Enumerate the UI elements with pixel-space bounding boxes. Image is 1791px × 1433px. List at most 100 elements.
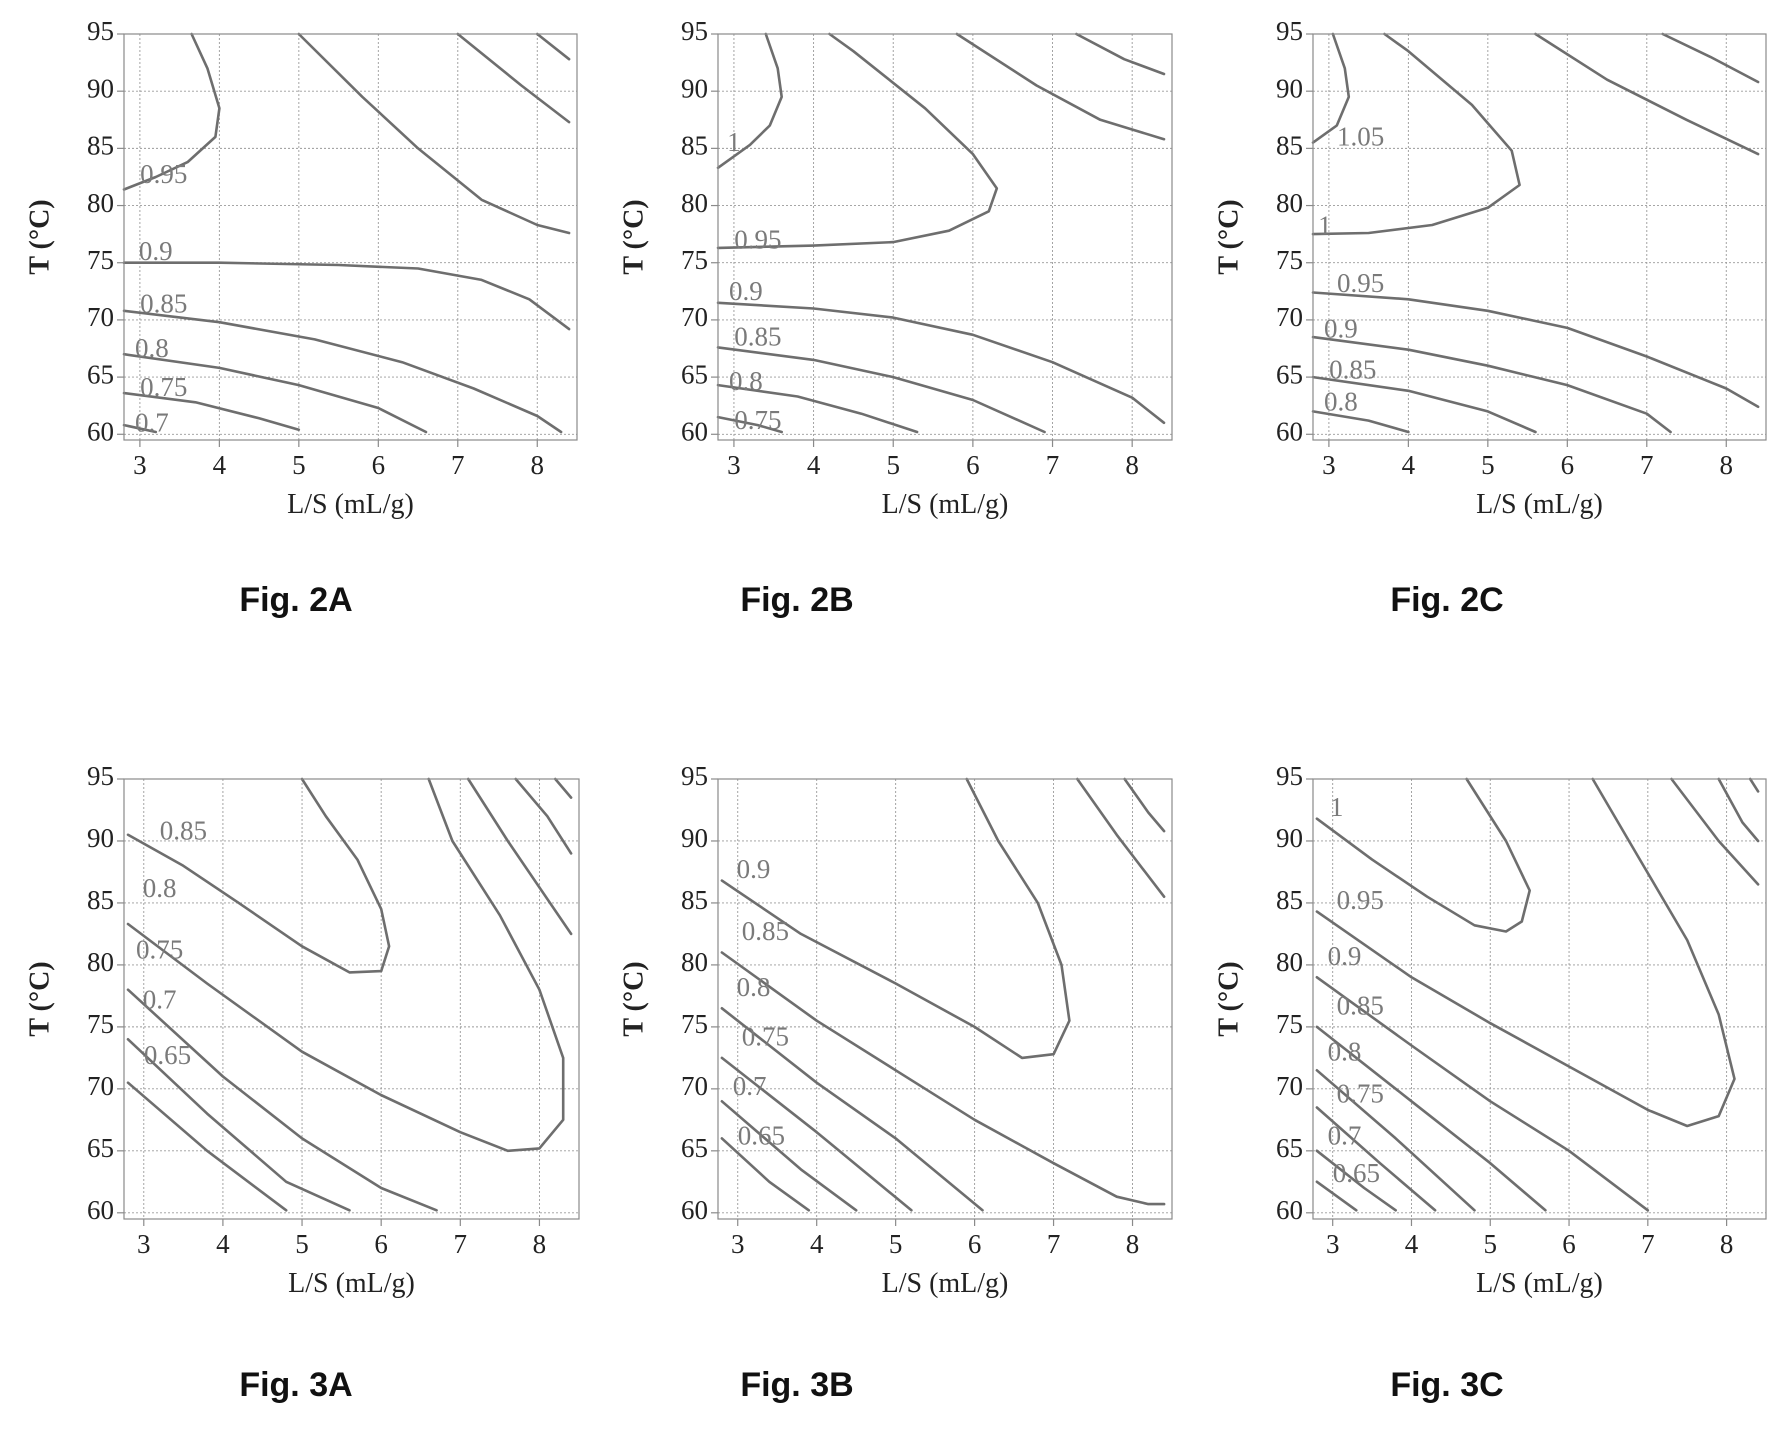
contour-label: 0.75 [140, 372, 187, 402]
plot-frame [717, 778, 1173, 1220]
y-tick-label: 95 [681, 761, 708, 791]
x-tick-label: 3 [137, 1229, 151, 1259]
contour-label: 0.95 [734, 224, 781, 254]
y-tick-label: 70 [1276, 302, 1303, 332]
x-axis-label: L/S (mL/g) [1476, 1268, 1603, 1299]
contour-label: 0.9 [729, 276, 763, 306]
x-tick-label: 8 [531, 450, 545, 480]
x-axis-label: L/S (mL/g) [288, 1268, 415, 1299]
contour-line [456, 32, 571, 124]
x-tick-label: 8 [1126, 1229, 1140, 1259]
y-tick-label: 65 [87, 1133, 114, 1163]
contour-label: 0.8 [1324, 387, 1358, 417]
contour-label: 0.8 [729, 366, 763, 396]
plot-frame [717, 33, 1173, 441]
x-tick-label: 6 [1562, 1229, 1576, 1259]
contour-line-0.85 [122, 309, 563, 434]
contour-label: 0.7 [733, 1071, 767, 1101]
contour-label: 0.95 [1337, 268, 1384, 298]
x-axis-label: L/S (mL/g) [882, 1268, 1009, 1299]
y-tick-label: 95 [681, 16, 708, 46]
x-tick-label: 3 [1326, 1229, 1340, 1259]
x-tick-label: 4 [213, 450, 227, 480]
y-tick-label: 75 [681, 1009, 708, 1039]
contour-line-0.8 [1315, 1069, 1476, 1212]
contour-label: 0.75 [1337, 1078, 1384, 1108]
contour-label: 0.8 [737, 972, 771, 1002]
contour-line [1748, 777, 1760, 793]
y-tick-label: 85 [87, 885, 114, 915]
contour-label: 0.85 [160, 816, 207, 846]
contour-line [1123, 777, 1166, 833]
y-tick-label: 80 [681, 947, 708, 977]
y-tick-label: 75 [1276, 245, 1303, 275]
contour-label: 0.65 [1333, 1158, 1380, 1188]
contour-line-0.8 [720, 1007, 984, 1212]
x-axis-label: L/S (mL/g) [1476, 489, 1603, 520]
y-tick-label: 95 [87, 761, 114, 791]
contour-line-0.85 [1315, 1025, 1547, 1212]
x-tick-label: 7 [1640, 450, 1654, 480]
chart-panel-fig-2c: 1.05 10.95 0.9 0.850.8 3 4 5 6 7 8 60 65 70 75 80 85 90 9… [1213, 16, 1767, 619]
x-tick-label: 6 [374, 1229, 388, 1259]
contour-label: 0.7 [135, 407, 169, 437]
contour-line-0.9 [122, 261, 571, 331]
contour-line [514, 777, 573, 855]
y-axis-label: T (°C) [618, 199, 649, 274]
y-axis-label: T (°C) [1213, 961, 1244, 1036]
x-tick-label: 7 [1641, 1229, 1655, 1259]
y-tick-label: 65 [1276, 1133, 1303, 1163]
y-tick-label: 85 [681, 885, 708, 915]
plot-frame [1312, 33, 1767, 441]
y-tick-label: 80 [1276, 188, 1303, 218]
contour-line-0.85 [716, 346, 1046, 434]
y-tick-label: 90 [1276, 823, 1303, 853]
y-tick-label: 70 [1276, 1071, 1303, 1101]
x-tick-label: 4 [1405, 1229, 1419, 1259]
plot-frame [123, 778, 580, 1220]
chart-panel-fig-3b: 0.9 0.85 0.8 0.75 0.7 0.65 3 4 5 6 7 8 60 65 70 75 80 85 9… [618, 761, 1173, 1404]
x-tick-label: 8 [1720, 1229, 1734, 1259]
y-tick-label: 60 [1276, 1195, 1303, 1225]
contour-line [1076, 777, 1166, 898]
y-tick-label: 60 [1276, 416, 1303, 446]
y-tick-label: 75 [681, 245, 708, 275]
contour-line [1661, 32, 1760, 84]
chart-panel-fig-3a: 0.85 0.8 0.75 0.7 0.65 3 4 5 6 7 8 60 65 70 75 80 85 90 95… [24, 761, 580, 1404]
chart-panel-fig-2b: 1 0.95 0.9 0.85 0.8 0.75 3 4 5 6 7 8 60 65 70 75 80 85 90 9… [618, 16, 1173, 619]
y-axis-label: T (°C) [24, 961, 55, 1036]
contour-label: 0.8 [1328, 1036, 1362, 1066]
contour-line-0.75 [720, 1056, 913, 1212]
chart-panel-fig-3c: 1 0.95 0.9 0.85 0.8 0.75 0.7 0.65 3 4 5 6 7 8 60 65 70 75… [1213, 761, 1767, 1404]
y-tick-label: 65 [681, 1133, 708, 1163]
figure-caption: Fig. 2C [1390, 581, 1503, 619]
contour-label: 0.75 [742, 1021, 789, 1051]
y-tick-label: 65 [87, 359, 114, 389]
x-tick-label: 4 [1402, 450, 1416, 480]
y-tick-label: 85 [1276, 885, 1303, 915]
x-tick-label: 7 [1047, 1229, 1061, 1259]
x-axis-label: L/S (mL/g) [287, 489, 414, 520]
y-axis-label: T (°C) [24, 199, 55, 274]
contour-line-1 [1315, 777, 1531, 933]
contour-label: 0.95 [1337, 885, 1384, 915]
contour-line [554, 777, 573, 799]
contour-line-1.05 [1311, 32, 1351, 144]
contour-line-0.9 [1311, 335, 1672, 434]
contour-line-0.95 [716, 32, 999, 250]
contour-label: 1 [1330, 792, 1344, 822]
y-tick-label: 90 [1276, 73, 1303, 103]
x-tick-label: 8 [533, 1229, 547, 1259]
x-tick-label: 7 [451, 450, 465, 480]
contour-line [1670, 777, 1760, 886]
y-tick-label: 75 [87, 245, 114, 275]
x-tick-label: 3 [1322, 450, 1336, 480]
contour-label: 0.9 [139, 236, 173, 266]
contour-line-0.8 [122, 352, 428, 434]
contour-line [536, 32, 571, 61]
contour-label: 0.75 [734, 405, 781, 435]
contour-line-0.7 [126, 1038, 351, 1212]
contour-line-0.8 [1311, 410, 1410, 434]
y-tick-label: 90 [681, 823, 708, 853]
contour-label: 0.85 [1329, 355, 1376, 385]
